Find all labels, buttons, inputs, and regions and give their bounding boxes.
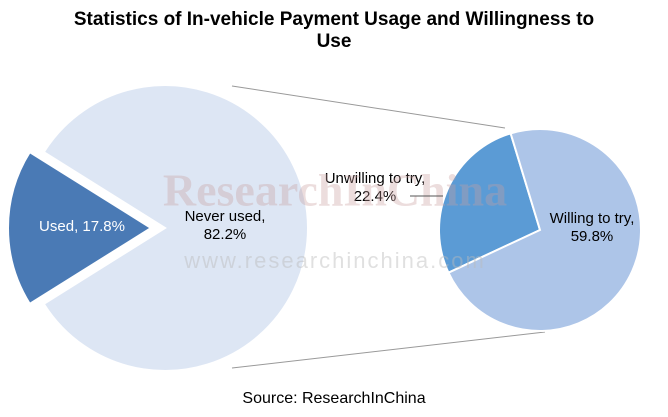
pie-slice xyxy=(7,150,153,306)
chart-title: Statistics of In-vehicle Payment Usage a… xyxy=(74,9,594,52)
data-label: Unwilling to try, 22.4% xyxy=(325,170,426,205)
pie-slice xyxy=(42,84,309,372)
watermark: ResearchInChina xyxy=(163,165,507,216)
watermark-url: www.researchinchina.com xyxy=(183,248,486,273)
plot-area: Used, 17.8% Never used, 82.2% Unwilling to … xyxy=(7,84,642,372)
data-label: Used, 17.8% xyxy=(39,218,125,235)
data-label: Never used, 82.2% xyxy=(185,208,266,243)
source-note: Source: ResearchInChina xyxy=(242,390,425,407)
pie-slice xyxy=(438,132,542,275)
data-label: Willing to try, 59.8% xyxy=(550,210,635,245)
pie-slice xyxy=(447,128,642,332)
connector-line xyxy=(231,331,546,369)
connector-line xyxy=(231,85,506,129)
